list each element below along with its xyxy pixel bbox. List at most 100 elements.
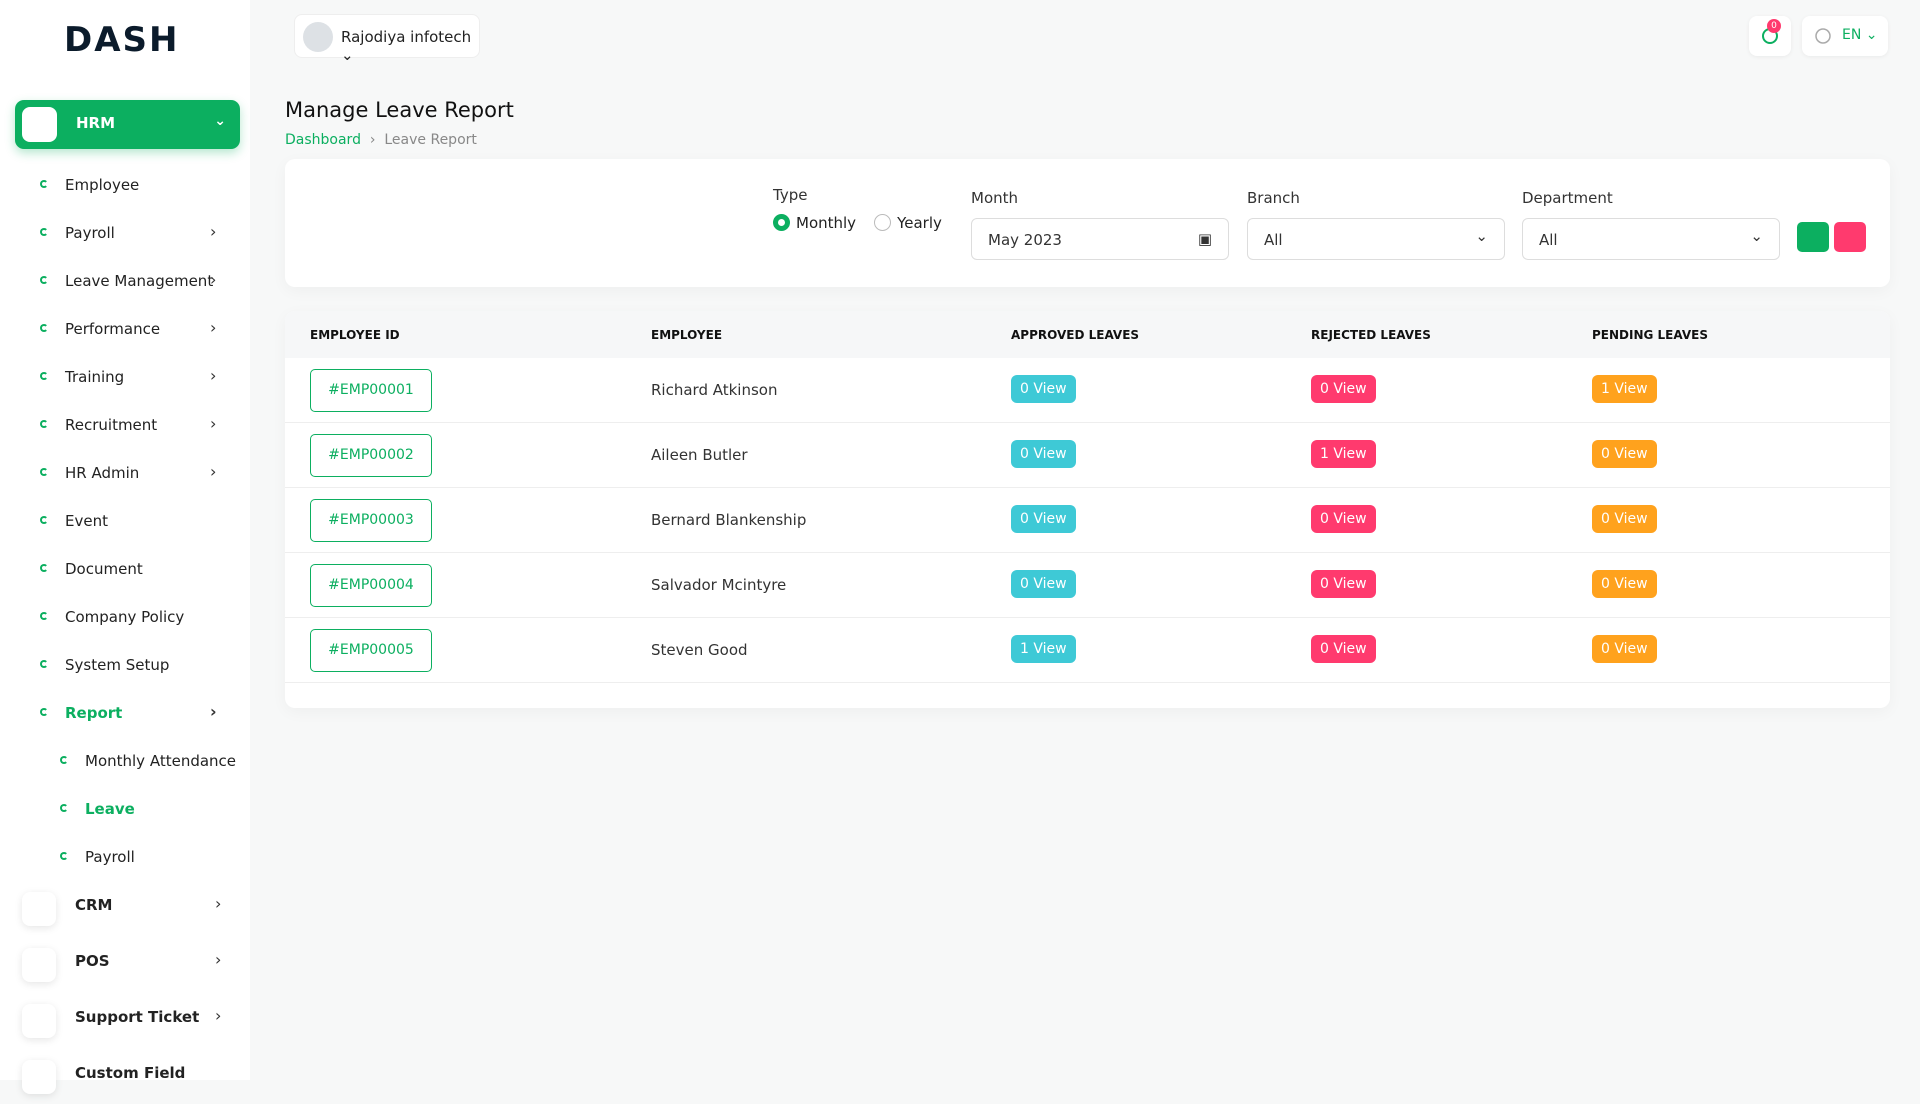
row-divider bbox=[285, 487, 1890, 488]
view-badge[interactable]: 0 View bbox=[1011, 440, 1076, 468]
menu-arrow: › bbox=[215, 1006, 221, 1025]
employee-name: Steven Good bbox=[651, 641, 748, 659]
module-item[interactable]: POS› bbox=[0, 952, 250, 992]
search-button[interactable] bbox=[1797, 222, 1829, 252]
menu-bullet bbox=[40, 180, 48, 188]
menu-item[interactable]: Recruitment› bbox=[0, 406, 250, 446]
module-item[interactable]: Custom Field bbox=[0, 1064, 250, 1104]
view-badge[interactable]: 0 View bbox=[1592, 635, 1657, 663]
menu-label: HR Admin bbox=[65, 464, 139, 482]
employee-name: Aileen Butler bbox=[651, 446, 748, 464]
department-value: All bbox=[1539, 231, 1558, 249]
menu-item[interactable]: Leave Management› bbox=[0, 262, 250, 302]
menu-label: Payroll bbox=[85, 848, 135, 866]
menu-label: Recruitment bbox=[65, 416, 157, 434]
view-badge[interactable]: 1 View bbox=[1011, 635, 1076, 663]
type-radio[interactable]: Yearly bbox=[874, 214, 942, 232]
view-badge[interactable]: 0 View bbox=[1592, 505, 1657, 533]
module-item[interactable]: Support Ticket› bbox=[0, 1008, 250, 1048]
view-badge[interactable]: 0 View bbox=[1311, 375, 1376, 403]
menu-item[interactable]: HR Admin › bbox=[0, 454, 250, 494]
brand-logo: DASH bbox=[64, 20, 179, 60]
branch-select[interactable]: All⌄ bbox=[1247, 218, 1505, 260]
employee-id[interactable]: #EMP00001 bbox=[310, 369, 432, 412]
menu-arrow: › bbox=[210, 462, 216, 481]
notification-button[interactable]: 0 bbox=[1749, 16, 1791, 56]
menu-arrow: › bbox=[210, 270, 216, 289]
view-badge[interactable]: 1 View bbox=[1311, 440, 1376, 468]
menu-label: System Setup bbox=[65, 656, 169, 674]
employee-id[interactable]: #EMP00003 bbox=[310, 499, 432, 542]
breadcrumb-link[interactable]: Dashboard bbox=[285, 132, 361, 148]
menu-arrow: › bbox=[210, 318, 216, 337]
menu-item[interactable]: Employee bbox=[0, 166, 250, 206]
view-badge[interactable]: 0 View bbox=[1311, 635, 1376, 663]
menu-bullet bbox=[60, 852, 68, 860]
menu-item[interactable]: Company Policy bbox=[0, 598, 250, 638]
menu-item[interactable]: Document bbox=[0, 550, 250, 590]
view-badge[interactable]: 0 View bbox=[1011, 505, 1076, 533]
type-radio[interactable]: Monthly bbox=[773, 214, 856, 232]
filter-card: Type MonthlyYearly Month May 2023▣ Branc… bbox=[285, 159, 1890, 287]
menu-bullet bbox=[40, 516, 48, 524]
employee-name: Bernard Blankenship bbox=[651, 511, 806, 529]
module-item[interactable]: CRM› bbox=[0, 896, 250, 936]
branch-label: Branch bbox=[1247, 189, 1300, 207]
menu-item[interactable]: Report› bbox=[0, 694, 250, 734]
column-header: EMPLOYEE bbox=[651, 328, 722, 342]
menu-item[interactable]: Payroll › bbox=[0, 214, 250, 254]
menu-bullet bbox=[40, 324, 48, 332]
menu-item[interactable]: Monthly Attendance bbox=[0, 742, 250, 782]
menu-bullet bbox=[40, 564, 48, 572]
menu-bullet bbox=[60, 756, 68, 764]
employee-id[interactable]: #EMP00005 bbox=[310, 629, 432, 672]
menu-label: Document bbox=[65, 560, 143, 578]
menu-item[interactable]: Training› bbox=[0, 358, 250, 398]
row-divider bbox=[285, 552, 1890, 553]
view-badge[interactable]: 0 View bbox=[1592, 570, 1657, 598]
radio-label: Yearly bbox=[897, 214, 942, 232]
menu-item[interactable]: Payroll bbox=[0, 838, 250, 878]
employee-id[interactable]: #EMP00002 bbox=[310, 434, 432, 477]
column-header: EMPLOYEE ID bbox=[310, 328, 400, 342]
menu-bullet bbox=[40, 468, 48, 476]
column-header: PENDING LEAVES bbox=[1592, 328, 1708, 342]
menu-bullet bbox=[40, 372, 48, 380]
view-badge[interactable]: 0 View bbox=[1592, 440, 1657, 468]
menu-bullet bbox=[40, 276, 48, 284]
language-button[interactable]: EN ⌄ bbox=[1802, 16, 1888, 56]
hrm-menu[interactable]: HRM⌄ bbox=[15, 100, 240, 149]
view-badge[interactable]: 0 View bbox=[1011, 375, 1076, 403]
employee-id[interactable]: #EMP00004 bbox=[310, 564, 432, 607]
menu-item[interactable]: Performance › bbox=[0, 310, 250, 350]
month-input[interactable]: May 2023▣ bbox=[971, 218, 1229, 260]
radio-label: Monthly bbox=[796, 214, 856, 232]
menu-arrow: › bbox=[210, 222, 216, 241]
view-badge[interactable]: 0 View bbox=[1011, 570, 1076, 598]
employee-name: Richard Atkinson bbox=[651, 381, 777, 399]
reset-button[interactable] bbox=[1834, 222, 1866, 252]
menu-label: Performance bbox=[65, 320, 160, 338]
view-badge[interactable]: 0 View bbox=[1311, 505, 1376, 533]
menu-bullet bbox=[40, 708, 48, 716]
menu-label: Payroll bbox=[65, 224, 115, 242]
menu-label: Monthly Attendance bbox=[85, 752, 236, 770]
menu-item[interactable]: Leave bbox=[0, 790, 250, 830]
breadcrumb-current: Leave Report bbox=[384, 132, 477, 148]
menu-label: Leave Management bbox=[65, 272, 213, 290]
page: DASH HRM⌄ EmployeePayroll›Leave Manageme… bbox=[0, 0, 1920, 1080]
menu-label: Report bbox=[65, 704, 122, 722]
department-select[interactable]: All⌄ bbox=[1522, 218, 1780, 260]
module-icon bbox=[22, 1060, 56, 1094]
menu-item[interactable]: System Setup bbox=[0, 646, 250, 686]
view-badge[interactable]: 1 View bbox=[1592, 375, 1657, 403]
view-badge[interactable]: 0 View bbox=[1311, 570, 1376, 598]
menu-bullet bbox=[60, 804, 68, 812]
menu-item[interactable]: Event bbox=[0, 502, 250, 542]
row-divider bbox=[285, 422, 1890, 423]
breadcrumb: Dashboard › Leave Report bbox=[285, 132, 477, 148]
menu-bullet bbox=[40, 612, 48, 620]
department-label: Department bbox=[1522, 189, 1613, 207]
company-switcher[interactable]: Rajodiya infotech ⌄ bbox=[294, 14, 480, 58]
module-label: Custom Field bbox=[75, 1064, 185, 1082]
